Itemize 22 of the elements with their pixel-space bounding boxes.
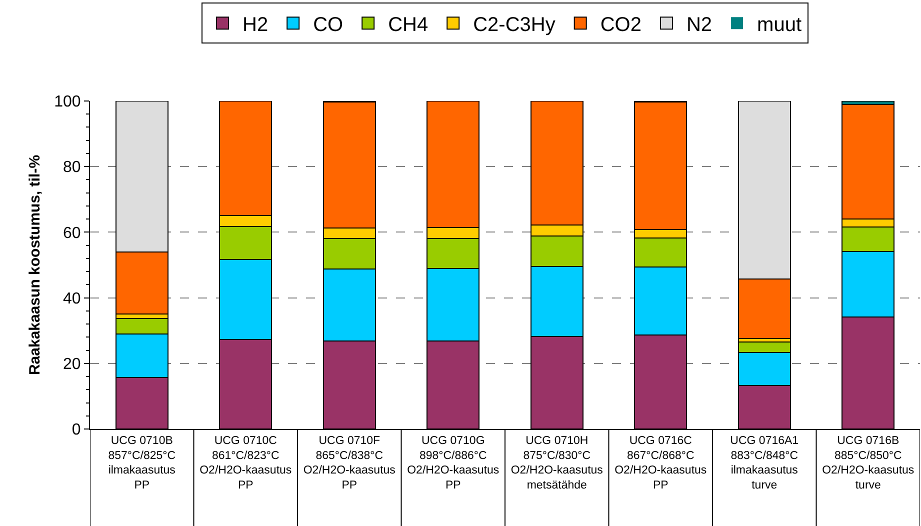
- x-tick-label: UCG 0710C 861°C/823°C O2/H2O-kaasutus PP: [200, 434, 292, 492]
- y-axis-title: Raakakaasun koostumus, til-%: [26, 154, 44, 376]
- x-tick-label: UCG 0710G 898°C/886°C O2/H2O-kaasutus PP: [407, 434, 500, 492]
- legend-label: N2: [686, 14, 712, 36]
- y-tick-label: 60: [63, 224, 81, 242]
- legend-label: CO: [313, 14, 344, 36]
- legend-label: muut: [757, 14, 802, 36]
- legend-label: C2-C3Hy: [473, 14, 556, 36]
- legend-label: H2: [242, 14, 268, 36]
- y-tick-label: 80: [63, 159, 81, 176]
- x-tick-label: UCG 0716A1 883°C/848°C ilmakaasutus turve: [730, 434, 799, 492]
- legend-label: CO2: [600, 14, 642, 36]
- x-tick-label: UCG 0716B 885°C/850°C O2/H2O-kaasutus turve: [822, 434, 914, 492]
- y-tick-label: 100: [54, 94, 81, 111]
- x-tick-label: UCG 0716C 867°C/868°C O2/H2O-kaasutus PP: [614, 434, 707, 492]
- y-tick-label: 20: [63, 356, 81, 373]
- y-tick-label: 0: [72, 422, 81, 439]
- x-tick-label: UCG 0710H 875°C/830°C O2/H2O-kaasutus metsätähde: [510, 434, 604, 492]
- y-tick-label: 40: [63, 290, 81, 308]
- x-tick-label: UCG 0710B 857°C/825°C ilmakaasutus PP: [108, 434, 176, 492]
- x-tick-label: UCG 0710F 865°C/838°C O2/H2O-kaasutus PP: [303, 434, 396, 492]
- legend-label: CH4: [388, 14, 428, 36]
